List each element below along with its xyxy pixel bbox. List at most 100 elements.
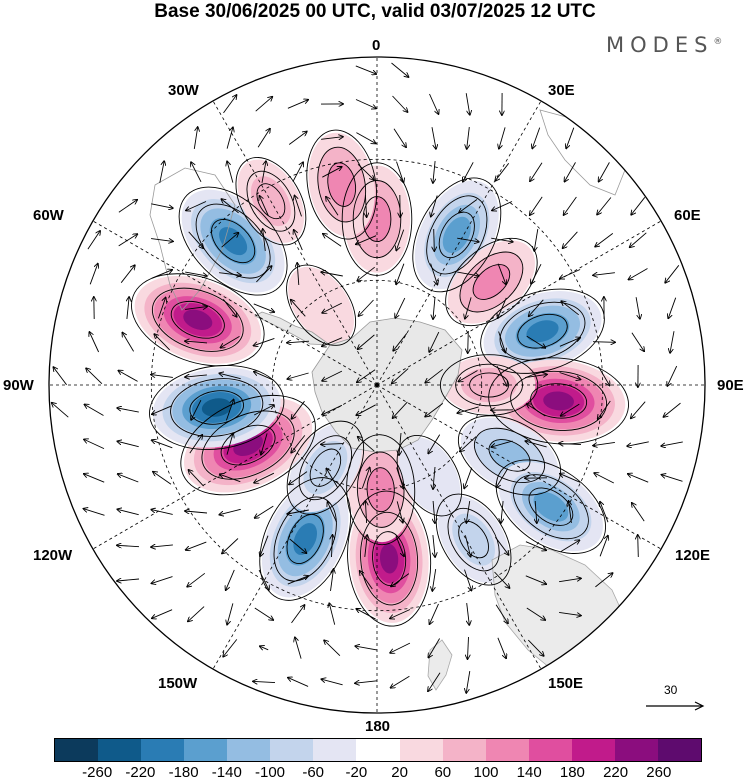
contour-line xyxy=(412,177,502,293)
wind-vector xyxy=(560,474,581,483)
wind-vector xyxy=(152,405,173,415)
wind-vector xyxy=(429,93,439,114)
wind-vector xyxy=(226,127,233,149)
wind-vector xyxy=(390,609,411,619)
lon-label-90w: 90W xyxy=(3,377,34,394)
wind-vector xyxy=(667,365,678,386)
wind-vector xyxy=(321,272,343,277)
wind-vector xyxy=(332,535,333,558)
parallel-line xyxy=(271,279,483,491)
wind-vector xyxy=(254,337,275,345)
south-pole-marker xyxy=(375,383,379,387)
wind-vector xyxy=(433,161,435,183)
wind-vector xyxy=(365,535,367,557)
wind-vector xyxy=(222,538,239,554)
wind-vector xyxy=(255,97,273,112)
wind-vector xyxy=(429,331,440,352)
wind-vector xyxy=(559,578,581,583)
wind-vector xyxy=(463,162,474,181)
anomaly-band xyxy=(379,543,399,574)
contour-line xyxy=(426,195,488,275)
colorbar-cell-8 xyxy=(399,739,443,761)
wind-vector xyxy=(322,337,343,347)
wind-vector xyxy=(457,271,479,276)
reference-vector-label: 30 xyxy=(664,683,678,697)
wind-vector xyxy=(86,368,103,385)
wind-vector xyxy=(219,273,241,276)
brand-logo: MODES® xyxy=(606,33,722,57)
wind-vector xyxy=(287,100,308,109)
wind-vector xyxy=(193,127,197,149)
wind-vector xyxy=(254,372,275,381)
wind-vector xyxy=(287,341,310,343)
contour-group xyxy=(445,237,538,327)
anomaly-band xyxy=(543,391,574,411)
contour-line xyxy=(495,459,607,554)
contour-line xyxy=(360,511,419,606)
wind-vector xyxy=(185,307,207,310)
wind-vector xyxy=(261,161,266,183)
wind-vector xyxy=(465,297,472,318)
colorbar-cell-11 xyxy=(528,739,572,761)
wind-vector xyxy=(593,441,615,445)
wind-vectors xyxy=(52,62,683,693)
wind-vector xyxy=(433,466,435,489)
anomaly-center xyxy=(288,266,355,344)
wind-vector xyxy=(665,265,680,282)
wind-vector xyxy=(288,678,309,687)
wind-vector xyxy=(326,197,339,216)
wind-vector xyxy=(491,237,513,242)
wind-vector xyxy=(495,604,508,624)
wind-vector xyxy=(254,607,273,620)
wind-vector xyxy=(127,297,129,319)
wind-vector xyxy=(322,370,343,381)
wind-vector xyxy=(186,541,207,550)
contour-group xyxy=(286,420,365,515)
wind-vector xyxy=(428,638,440,658)
wind-vector xyxy=(525,441,547,448)
wind-vector xyxy=(84,509,105,516)
wind-vector xyxy=(227,161,234,183)
contour-line xyxy=(178,186,288,296)
wind-vector xyxy=(428,434,441,454)
wind-vector xyxy=(225,400,233,421)
wind-vector xyxy=(151,375,173,378)
wind-vector xyxy=(559,338,580,347)
wind-vector xyxy=(328,502,337,523)
wind-vector xyxy=(431,195,438,217)
colorbar-cell-2 xyxy=(141,739,185,761)
colorbar-cell-4 xyxy=(227,739,271,761)
wind-vector xyxy=(534,229,539,251)
wind-vector xyxy=(365,501,366,524)
wind-vector xyxy=(87,231,100,250)
wind-vector xyxy=(191,162,202,183)
wind-vector xyxy=(468,330,469,353)
wind-vector xyxy=(223,95,237,114)
contour-line xyxy=(246,170,296,232)
meridian-line xyxy=(92,220,378,386)
wind-vector xyxy=(157,298,165,319)
wind-vector xyxy=(431,127,436,149)
wind-vector xyxy=(457,406,479,413)
parallel-line xyxy=(150,158,604,612)
wind-vector xyxy=(253,681,276,682)
contour-line xyxy=(195,203,271,279)
contour-lines xyxy=(131,129,629,627)
anomaly-band xyxy=(366,467,395,513)
wind-vector xyxy=(559,443,582,444)
wind-vector xyxy=(153,472,172,485)
wind-vector xyxy=(561,301,579,316)
wind-vector xyxy=(498,331,506,353)
wind-vector xyxy=(118,474,139,483)
wind-vector xyxy=(191,399,202,420)
contour-line xyxy=(488,357,629,445)
contour-line xyxy=(286,514,324,564)
wind-vector xyxy=(294,230,303,251)
contour-line xyxy=(220,424,276,466)
wind-vector xyxy=(289,538,307,553)
wind-vector xyxy=(495,163,510,180)
wind-vector xyxy=(257,129,270,148)
wind-vector xyxy=(525,374,547,379)
contour-line xyxy=(286,264,357,346)
colorbar-tick-label: 260 xyxy=(646,764,672,781)
